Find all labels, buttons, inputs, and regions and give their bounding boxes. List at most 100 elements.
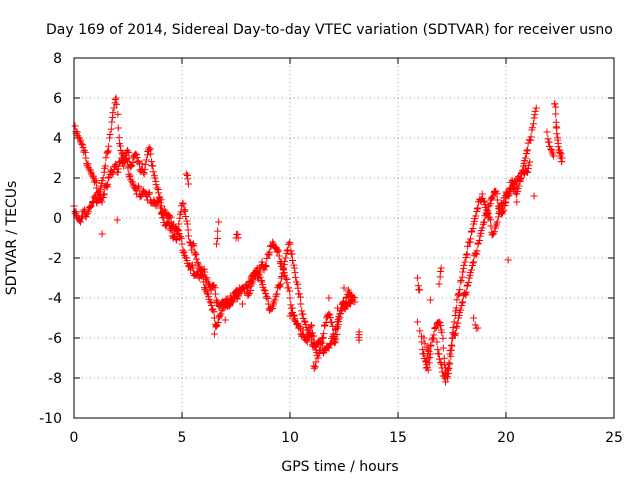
data-point <box>332 335 340 343</box>
data-point <box>145 144 153 152</box>
data-point <box>283 279 291 287</box>
data-point <box>113 100 121 108</box>
data-point <box>297 300 305 308</box>
data-point <box>426 354 434 362</box>
data-point <box>214 227 222 235</box>
data-point <box>462 251 470 259</box>
data-point <box>437 360 445 368</box>
data-point <box>210 308 218 316</box>
data-point <box>446 346 454 354</box>
data-point <box>430 331 438 339</box>
data-point <box>290 264 298 272</box>
data-point <box>334 324 342 332</box>
data-point <box>140 168 148 176</box>
data-point <box>523 147 531 155</box>
data-point <box>325 294 333 302</box>
data-point <box>491 228 499 236</box>
data-point <box>207 286 215 294</box>
data-point <box>426 296 434 304</box>
data-point <box>115 134 123 142</box>
data-point <box>141 161 149 169</box>
data-point <box>249 276 257 284</box>
data-point <box>488 193 496 201</box>
data-point <box>294 321 302 329</box>
data-point <box>87 202 95 210</box>
data-point <box>552 110 560 118</box>
data-point <box>325 344 333 352</box>
data-point <box>231 294 239 302</box>
data-point <box>470 314 478 322</box>
data-point <box>142 156 150 164</box>
data-point <box>114 165 122 173</box>
data-point <box>276 280 284 288</box>
data-point <box>112 94 120 102</box>
data-point <box>310 362 318 370</box>
data-point <box>486 200 494 208</box>
data-point <box>247 286 255 294</box>
data-point <box>543 128 551 136</box>
data-point <box>348 293 356 301</box>
data-point <box>528 124 536 132</box>
data-point <box>96 186 104 194</box>
data-point <box>301 317 309 325</box>
data-point <box>78 140 86 148</box>
data-point <box>556 149 564 157</box>
data-point <box>435 280 443 288</box>
x-axis-label: GPS time / hours <box>281 459 398 475</box>
data-point <box>151 174 159 182</box>
data-point <box>491 188 499 196</box>
data-point <box>238 300 246 308</box>
data-point <box>82 213 90 221</box>
data-point <box>294 284 302 292</box>
data-point <box>290 316 298 324</box>
data-point <box>211 290 219 298</box>
data-point <box>508 178 516 186</box>
axis-ticks: 0 5 10 15 20 25 -10 -8 -6 -4 -2 0 2 4 6 8 <box>39 51 623 446</box>
data-point <box>442 378 450 386</box>
data-point <box>212 323 220 331</box>
data-point <box>453 296 461 304</box>
y-tick-label: -4 <box>48 291 62 307</box>
data-point <box>484 210 492 218</box>
data-point <box>526 158 534 166</box>
data-point <box>273 290 281 298</box>
data-point <box>469 224 477 232</box>
data-point <box>524 146 532 154</box>
data-point <box>291 273 299 281</box>
data-point <box>157 196 165 204</box>
data-point <box>105 142 113 150</box>
data-point <box>210 330 218 338</box>
data-point <box>121 156 129 164</box>
data-point <box>267 305 275 313</box>
data-point <box>469 259 477 267</box>
data-point <box>480 218 488 226</box>
data-point <box>178 240 186 248</box>
data-point <box>457 276 465 284</box>
data-point <box>462 288 470 296</box>
x-tick-label: 10 <box>281 430 299 446</box>
data-point <box>211 284 219 292</box>
data-point <box>157 202 165 210</box>
data-point <box>516 175 524 183</box>
data-point <box>426 342 434 350</box>
data-point <box>179 249 187 257</box>
data-point <box>98 230 106 238</box>
data-point <box>476 236 484 244</box>
data-point <box>337 307 345 315</box>
data-point <box>152 181 160 189</box>
data-point <box>525 161 533 169</box>
data-point <box>552 123 560 131</box>
data-point <box>461 258 469 266</box>
data-point <box>244 283 252 291</box>
data-point <box>420 334 428 342</box>
data-point <box>275 282 283 290</box>
data-point <box>311 363 319 371</box>
data-point <box>235 284 243 292</box>
data-point <box>180 208 188 216</box>
data-point <box>327 340 335 348</box>
data-point <box>447 341 455 349</box>
data-point <box>459 268 467 276</box>
data-point <box>416 327 424 335</box>
data-point <box>458 299 466 307</box>
data-point <box>109 170 117 178</box>
